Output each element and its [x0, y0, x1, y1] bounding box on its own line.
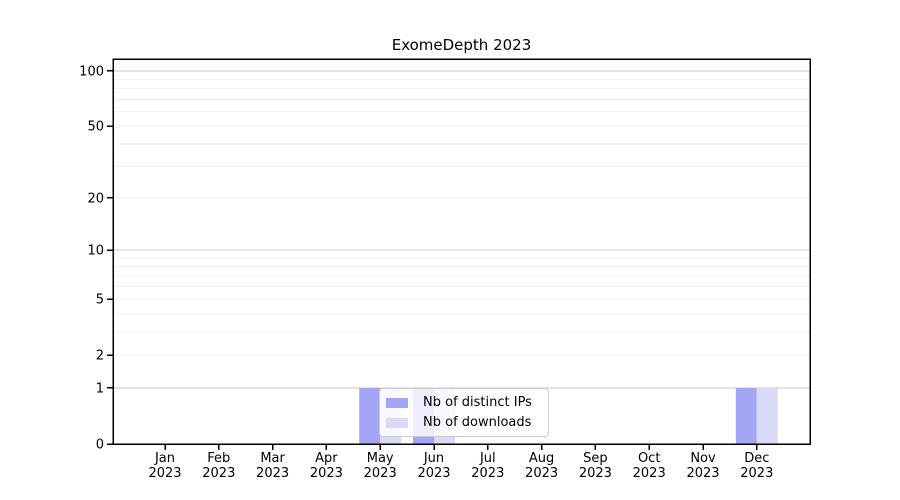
x-tick-label: Sep 2023 [579, 451, 612, 481]
x-tick-label: May 2023 [364, 451, 397, 481]
chart-title: ExomeDepth 2023 [391, 36, 532, 54]
x-tick-label: Dec 2023 [740, 451, 773, 481]
x-axis: Jan 2023 Feb 2023 Mar 2023 Apr 2023 May 2023 Jun 20… [148, 444, 773, 481]
x-tick-label: Jan 2023 [148, 451, 181, 481]
x-tick-label: Feb 2023 [202, 451, 235, 481]
x-tick-label: Aug 2023 [525, 451, 558, 481]
legend-swatch-downloads [386, 417, 408, 428]
x-tick-label: Nov 2023 [686, 451, 719, 481]
x-tick-label: Apr 2023 [310, 451, 343, 481]
y-tick-label: 5 [96, 293, 104, 308]
x-tick-label: Jul 2023 [471, 451, 504, 481]
legend: Nb of distinct IPs Nb of downloads [379, 388, 549, 437]
y-axis: 0 1 2 5 10 20 50 100 [79, 64, 113, 453]
minor-gridlines [113, 78, 810, 356]
legend-entry-downloads: Nb of downloads [386, 413, 540, 433]
major-gridlines [113, 70, 810, 389]
y-tick-label: 50 [87, 120, 104, 135]
y-tick-label: 10 [87, 244, 104, 259]
legend-label-downloads: Nb of downloads [423, 414, 532, 430]
x-tick-label: Oct 2023 [633, 451, 666, 481]
bar-may-distinct-ips [359, 387, 381, 444]
legend-entry-distinct-ips: Nb of distinct IPs [386, 393, 540, 413]
y-tick-label: 0 [96, 438, 104, 453]
y-tick-label: 2 [96, 349, 104, 364]
bar-dec-downloads [756, 387, 778, 444]
y-tick-label: 20 [87, 191, 104, 206]
plot-border [112, 58, 811, 445]
x-tick-label: Jun 2023 [417, 451, 450, 481]
x-tick-label: Mar 2023 [256, 451, 289, 481]
y-tick-label: 1 [96, 381, 104, 396]
legend-swatch-distinct-ips [386, 397, 408, 408]
y-tick-label: 100 [79, 64, 104, 79]
legend-label-distinct-ips: Nb of distinct IPs [423, 394, 532, 410]
bar-dec-distinct-ips [735, 387, 757, 444]
